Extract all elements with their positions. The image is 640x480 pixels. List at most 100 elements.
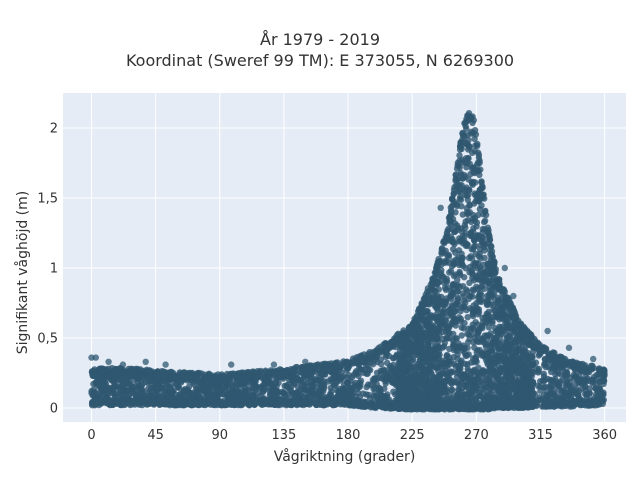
data-point <box>175 383 182 390</box>
data-point <box>581 379 588 386</box>
data-point <box>382 393 389 400</box>
data-point <box>530 361 537 368</box>
data-point <box>123 387 131 394</box>
data-point <box>218 378 226 386</box>
data-point <box>540 370 547 377</box>
data-point <box>452 308 459 315</box>
data-point <box>487 242 495 250</box>
data-point <box>223 370 231 378</box>
data-point <box>272 388 279 395</box>
data-point <box>487 291 494 298</box>
data-point <box>330 374 338 381</box>
data-point <box>307 365 315 373</box>
data-point <box>459 130 466 137</box>
data-point <box>259 373 266 380</box>
data-point <box>502 373 509 380</box>
data-point <box>536 347 544 355</box>
data-point <box>579 363 587 371</box>
data-point <box>476 270 483 277</box>
data-point <box>399 353 406 360</box>
data-point <box>211 378 218 385</box>
data-point <box>489 366 497 374</box>
data-point <box>454 282 462 289</box>
data-point <box>485 231 493 238</box>
data-point <box>503 332 510 339</box>
data-point <box>433 270 440 277</box>
data-point <box>468 246 475 253</box>
data-point <box>564 392 571 400</box>
data-point <box>502 348 509 355</box>
data-point <box>479 368 486 375</box>
data-point <box>468 218 475 226</box>
data-point <box>438 317 446 325</box>
data-point <box>391 337 398 344</box>
data-point <box>480 261 487 268</box>
data-point <box>422 316 429 324</box>
data-point <box>585 369 593 376</box>
data-point <box>245 387 252 394</box>
data-point <box>465 110 473 117</box>
data-point <box>192 391 199 398</box>
data-point <box>445 374 452 381</box>
data-point <box>422 396 429 403</box>
data-point <box>441 284 449 292</box>
data-point <box>454 296 462 303</box>
data-point <box>499 328 506 335</box>
data-point <box>444 252 451 259</box>
data-point <box>489 346 496 354</box>
data-point <box>275 373 283 380</box>
data-point <box>562 369 569 376</box>
data-point <box>501 288 508 295</box>
data-point <box>554 381 562 388</box>
data-point <box>483 301 491 309</box>
data-point <box>434 305 441 312</box>
data-point <box>444 335 451 342</box>
data-point <box>485 389 492 397</box>
data-point <box>241 369 248 377</box>
data-point <box>566 363 573 370</box>
data-point <box>443 351 451 359</box>
data-point <box>464 154 472 162</box>
data-point <box>469 274 476 282</box>
chart-title-line1: År 1979 - 2019 <box>260 30 380 49</box>
data-point <box>371 389 378 396</box>
data-point <box>509 365 516 373</box>
data-point <box>463 286 470 293</box>
data-point <box>434 318 441 325</box>
data-point <box>479 192 486 199</box>
data-point <box>465 295 472 302</box>
data-point <box>519 328 526 336</box>
data-point <box>541 377 548 385</box>
data-point <box>485 324 493 331</box>
data-point <box>470 287 477 294</box>
data-point <box>443 362 451 370</box>
data-point <box>388 379 396 386</box>
data-point <box>596 385 604 392</box>
data-point <box>464 159 471 167</box>
data-point <box>555 386 562 394</box>
data-point <box>461 232 469 240</box>
data-point <box>541 391 548 399</box>
data-point <box>497 357 504 365</box>
data-point <box>440 306 447 313</box>
data-point <box>331 362 338 369</box>
data-point <box>484 224 491 231</box>
data-point <box>484 265 491 272</box>
data-point <box>279 390 286 397</box>
data-point <box>479 225 486 233</box>
data-point <box>502 392 509 400</box>
data-point <box>419 378 427 385</box>
data-point <box>547 389 554 396</box>
data-point <box>430 377 437 384</box>
data-point <box>306 389 313 396</box>
data-point <box>507 348 514 356</box>
data-point <box>445 214 453 222</box>
data-point <box>424 307 431 315</box>
data-point <box>463 306 470 314</box>
data-point <box>427 385 435 392</box>
data-point <box>560 386 567 394</box>
data-point <box>382 341 389 349</box>
data-point <box>422 367 429 374</box>
data-point <box>435 386 443 394</box>
data-point <box>202 375 210 383</box>
